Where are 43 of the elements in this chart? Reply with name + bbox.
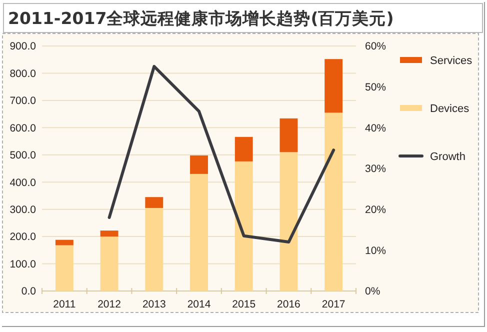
y2-tick-label: 30% (365, 163, 386, 176)
x-tick-label: 2015 (232, 298, 256, 311)
y2-tick-label: 40% (365, 122, 386, 134)
y-tick-label: 0.0 (21, 286, 36, 298)
chart-title: 2011-2017全球远程健康市场增长趋势(百万美元) (8, 9, 394, 28)
bar (324, 112, 343, 291)
bar (324, 59, 343, 113)
y-tick-label: 600.0 (10, 122, 36, 134)
y2-tick-label: 50% (365, 82, 386, 94)
x-tick-label: 2016 (277, 298, 301, 311)
x-tick-label: 2013 (142, 298, 166, 311)
bar (100, 230, 118, 237)
y2-tick-label: 60% (365, 40, 386, 53)
y-tick-label: 900.0 (10, 40, 36, 53)
y-tick-label: 700.0 (10, 95, 36, 108)
legend-label: Growth (430, 150, 466, 163)
bar (145, 197, 164, 208)
legend-label: Services (430, 54, 473, 67)
y-tick-label: 400.0 (10, 176, 36, 189)
y-tick-label: 800.0 (10, 68, 36, 80)
x-tick-label: 2014 (187, 298, 211, 311)
y2-tick-label: 10% (365, 244, 386, 257)
line-series (108, 64, 336, 244)
bar (55, 240, 74, 246)
y-tick-label: 500.0 (10, 150, 36, 162)
bar (234, 161, 253, 291)
y2-tick-label: 0% (365, 286, 380, 298)
bar (100, 236, 118, 291)
bar (190, 155, 208, 174)
bar (190, 174, 208, 291)
x-tick-label: 2011 (53, 298, 76, 311)
bar (234, 136, 253, 162)
bar (55, 245, 74, 291)
y2-tick-label: 20% (365, 204, 386, 216)
y-tick-label: 100.0 (10, 258, 36, 270)
y-tick-label: 200.0 (10, 231, 36, 244)
legend-label: Devices (430, 102, 470, 115)
x-tick-label: 2017 (322, 298, 346, 311)
bar (145, 208, 164, 291)
bar (280, 118, 298, 152)
y-tick-label: 300.0 (10, 204, 36, 216)
x-tick-label: 2012 (98, 298, 122, 311)
bar (280, 152, 298, 291)
